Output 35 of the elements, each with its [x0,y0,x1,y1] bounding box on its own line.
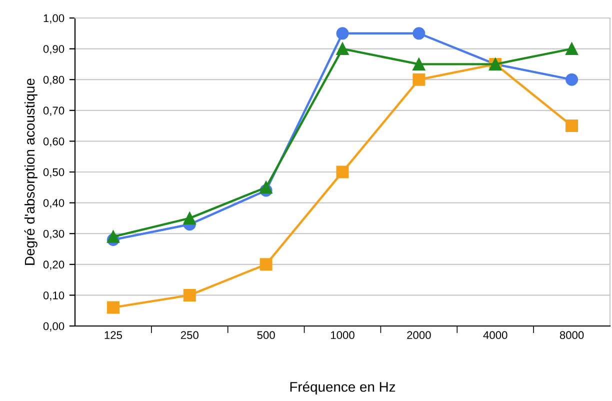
y-tick-label: 0,40 [43,199,64,208]
y-tick-label: 0,50 [43,168,64,178]
x-tick-label: 250 [180,331,198,340]
y-tick-label: 0,30 [43,230,64,240]
y-tick-label: 1,00 [44,14,64,24]
x-tick-label: 8000 [560,331,584,340]
point [183,212,196,224]
point [336,27,349,40]
point [566,73,578,86]
y-tick-label: 0,20 [43,260,64,270]
point [106,301,120,314]
y-tick-label: 0,60 [43,137,64,147]
x-tick-label: 125 [104,331,122,340]
point [336,42,349,56]
point [183,288,196,302]
point [412,73,426,86]
point [566,42,578,56]
y-tick-label: 0,00 [43,322,64,332]
x-tick-label: 500 [257,331,275,340]
y-tick-label: 0,10 [43,291,64,301]
point [412,58,426,70]
point [106,230,120,243]
x-axis-title: Fréquence en Hz [290,381,396,395]
x-tick-label: 1000 [330,331,354,340]
point [260,258,272,271]
x-tick-label: 4000 [483,331,508,340]
y-tick-label: 0,90 [43,45,64,54]
point [566,120,578,132]
point [336,166,349,178]
y-axis-title: Degré d'absorption acoustique [24,78,38,265]
y-tick-label: 0,70 [43,106,64,116]
y-tick-label: 0,80 [43,76,64,86]
point [412,27,426,40]
point [260,181,272,194]
x-tick-label: 2000 [407,331,431,340]
